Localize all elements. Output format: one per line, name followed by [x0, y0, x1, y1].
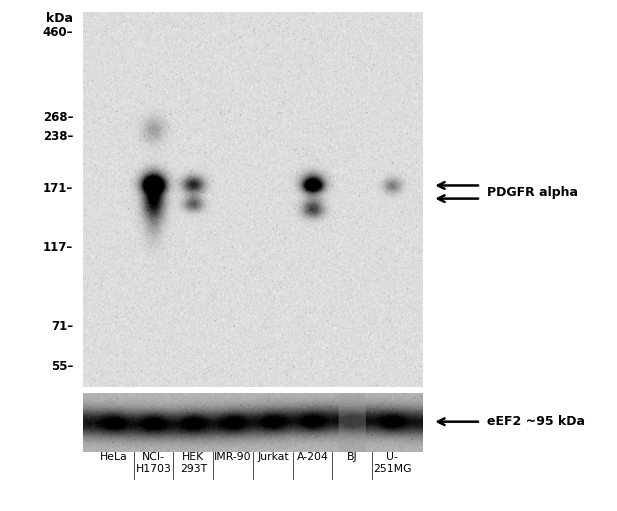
Text: NCI-
H1703: NCI- H1703 — [136, 452, 172, 474]
Text: A-204: A-204 — [297, 452, 328, 462]
Text: HEK
293T: HEK 293T — [180, 452, 207, 474]
Text: 71–: 71– — [51, 320, 73, 333]
Text: 171–: 171– — [43, 182, 73, 195]
Text: 117–: 117– — [43, 241, 73, 254]
Text: 55–: 55– — [51, 360, 73, 373]
Text: 238–: 238– — [43, 130, 73, 143]
Text: eEF2 ~95 kDa: eEF2 ~95 kDa — [487, 415, 585, 428]
Text: U-
251MG: U- 251MG — [373, 452, 412, 474]
Text: BJ: BJ — [347, 452, 358, 462]
Text: 460–: 460– — [43, 27, 73, 39]
Text: 268–: 268– — [43, 111, 73, 124]
Text: PDGFR alpha: PDGFR alpha — [487, 185, 578, 199]
Text: kDa: kDa — [46, 12, 73, 25]
Text: Jurkat: Jurkat — [257, 452, 289, 462]
Text: HeLa: HeLa — [100, 452, 128, 462]
Text: IMR-90: IMR-90 — [214, 452, 252, 462]
